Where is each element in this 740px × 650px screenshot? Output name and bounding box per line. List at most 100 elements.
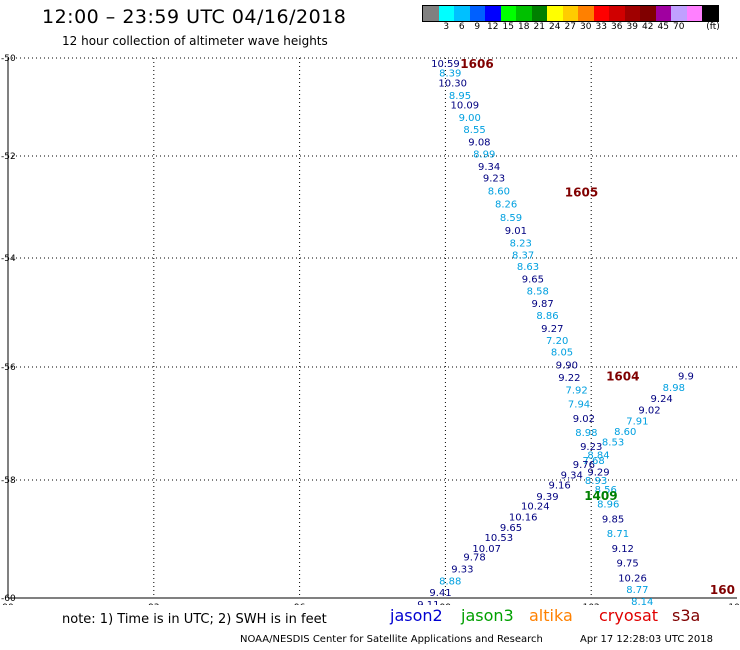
lon-tick-label: 102 (583, 603, 600, 605)
wave-height-value: 9.65 (522, 275, 544, 286)
legend-label: 15 (502, 22, 514, 32)
legend-label: 70 (673, 22, 685, 32)
wave-height-value: 10.07 (472, 544, 501, 555)
wave-height-value: 9.41 (429, 588, 451, 599)
satellite-jason3: jason3 (461, 606, 514, 625)
legend-swatch (671, 6, 687, 21)
wave-height-value: 9.02 (573, 414, 595, 425)
wave-height-value: 8.37 (512, 250, 534, 261)
wave-height-value: 8.60 (488, 187, 510, 198)
wave-height-value: 9.34 (478, 162, 500, 173)
wave-height-value: 9.75 (617, 559, 639, 570)
wave-height-value: 9.90 (556, 360, 578, 371)
wave-height-value: 10.26 (618, 573, 647, 584)
wave-height-value: 9.16 (548, 481, 570, 492)
lon-tick-label: 96 (294, 603, 306, 605)
wave-height-value: 9.65 (500, 523, 522, 534)
wave-height-value: 8.98 (663, 383, 685, 394)
wave-height-value: 9.85 (602, 514, 624, 525)
wave-height-value: 8.93 (585, 476, 607, 487)
pass-time-label: 1606 (460, 57, 493, 71)
legend-swatch (702, 6, 718, 21)
wave-height-value: 9.00 (459, 113, 481, 124)
wave-height-value: 8.39 (439, 69, 461, 80)
wave-height-value: 10.53 (485, 533, 514, 544)
wave-height-value: 8.59 (500, 213, 522, 224)
legend-swatch (609, 6, 625, 21)
wave-height-value: 8.84 (587, 451, 609, 462)
wave-height-value: 9.76 (573, 460, 595, 471)
wave-height-value: 9.34 (561, 470, 583, 481)
wave-height-value: 8.96 (597, 500, 619, 511)
legend-label: 12 (487, 22, 499, 32)
wave-height-value: 9.27 (541, 324, 563, 335)
satellite-s3a: s3a (672, 606, 701, 625)
legend-swatch (485, 6, 501, 21)
footer-timestamp: Apr 17 12:28:03 UTC 2018 (580, 634, 713, 645)
color-legend-labels: 3 6 9 12 15 18 21 24 27 30 33 36 39 42 45 70 (ft) (422, 22, 740, 34)
legend-swatch (423, 6, 439, 21)
legend-unit: (ft) (706, 22, 720, 32)
legend-swatch (500, 6, 516, 21)
satellite-altika: altika (529, 606, 573, 625)
lon-tick-label: 90 (2, 603, 14, 605)
wave-height-value: 9.08 (468, 137, 490, 148)
wave-height-value: 8.71 (607, 529, 629, 540)
legend-swatch (655, 6, 671, 21)
legend-label: 24 (549, 22, 561, 32)
wave-height-value: 8.86 (536, 311, 558, 322)
wave-height-map: 90939699102105-50-52-54-56-58-6010.598.3… (1, 54, 740, 605)
legend-label: 3 (443, 22, 450, 32)
legend-swatch (640, 6, 656, 21)
wave-height-value: 9.39 (536, 492, 558, 503)
wave-height-value: 9.33 (451, 565, 473, 576)
legend-swatch (469, 6, 485, 21)
lat-tick-label: -60 (1, 594, 16, 604)
legend-label: 39 (626, 22, 638, 32)
wave-height-value: 8.58 (527, 287, 549, 298)
wave-height-value: 9.22 (558, 373, 580, 384)
legend-swatch (547, 6, 563, 21)
wave-height-value: 10.59 (431, 59, 460, 70)
legend-label: 9 (474, 22, 481, 32)
legend-swatch (531, 6, 547, 21)
wave-height-value: 9.23 (580, 442, 602, 453)
lat-tick-label: -56 (1, 363, 16, 373)
wave-height-value: 9.02 (638, 405, 660, 416)
wave-height-value: 9.87 (531, 299, 553, 310)
lat-tick-label: -50 (1, 54, 16, 64)
wave-height-value: 8.23 (510, 239, 532, 250)
legend-label: 30 (580, 22, 592, 32)
wave-height-value: 10.30 (438, 79, 467, 90)
legend-swatch (454, 6, 470, 21)
wave-height-value: 9.23 (483, 173, 505, 184)
wave-height-value: 9.29 (587, 468, 609, 479)
wave-height-value: 9.9 (678, 371, 694, 382)
legend-label: 33 (595, 22, 607, 32)
legend-label: 45 (657, 22, 669, 32)
page-title: 12:00 – 23:59 UTC 04/16/2018 (42, 6, 347, 28)
color-legend (422, 5, 719, 22)
wave-height-value: 8.05 (551, 348, 573, 359)
footer-note: note: 1) Time is in UTC; 2) SWH is in fe… (62, 612, 327, 627)
page-subtitle: 12 hour collection of altimeter wave hei… (62, 34, 328, 48)
wave-height-value: 7.68 (582, 456, 604, 467)
wave-height-value: 8.26 (495, 199, 517, 210)
legend-label: 18 (518, 22, 530, 32)
wave-height-value: 7.92 (565, 386, 587, 397)
wave-height-value: 8.88 (439, 576, 461, 587)
legend-swatch (686, 6, 702, 21)
wave-height-value: 9.78 (463, 553, 485, 564)
wave-height-value: 8.98 (575, 428, 597, 439)
wave-height-value: 8.53 (602, 438, 624, 449)
legend-swatch (438, 6, 454, 21)
wave-height-value: 8.60 (614, 427, 636, 438)
pass-time-label: 1604 (606, 369, 639, 383)
wave-height-value: 8.56 (595, 485, 617, 496)
lon-tick-label: 105 (728, 603, 740, 605)
legend-swatch (578, 6, 594, 21)
wave-height-value: 10.16 (509, 513, 538, 524)
footer-credit: NOAA/NESDIS Center for Satellite Applica… (240, 634, 543, 645)
satellite-jason2: jason2 (390, 606, 443, 625)
wave-height-value: 7.94 (568, 400, 590, 411)
